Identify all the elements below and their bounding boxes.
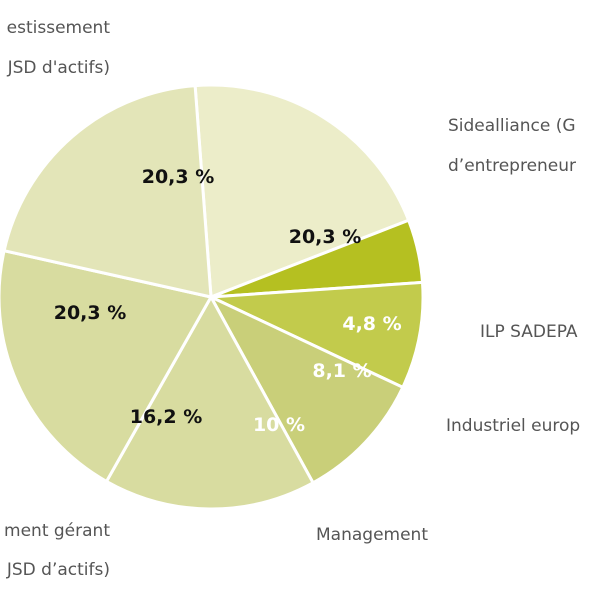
slice-label-7: 20,3 % xyxy=(142,166,215,188)
pie-slice-4 xyxy=(207,293,405,485)
pie-slice-1 xyxy=(193,83,411,300)
category-label-industriel-europeen: Industriel europ xyxy=(446,416,580,436)
slice-label-6: 20,3 % xyxy=(54,302,127,324)
pie-slice-6 xyxy=(0,248,214,484)
slice-label-2: 4,8 % xyxy=(342,313,401,335)
slice-label-4: 10 % xyxy=(253,414,305,436)
category-label-management: Management xyxy=(316,525,428,545)
category-label-ilp-sadepa: ILP SADEPA xyxy=(480,322,578,342)
category-label-sidealliance-line2: d’entrepreneur xyxy=(448,156,576,176)
category-label-investissement-line2: JSD d'actifs) xyxy=(7,58,110,78)
category-label-management-gerant-line2: JSD d’actifs) xyxy=(6,560,110,580)
category-label-investissement-line1: estissement xyxy=(7,18,111,38)
category-label-management-gerant-line1: ment gérant xyxy=(4,521,110,541)
pie-slice-3 xyxy=(205,280,425,390)
value-labels-layer: 20,3 % 4,8 % 8,1 % 10 % 16,2 % 20,3 % 20… xyxy=(54,166,402,436)
slice-label-3: 8,1 % xyxy=(312,360,371,382)
category-label-sidealliance-line1: Sidealliance (G xyxy=(448,116,576,136)
pie-slice-7 xyxy=(2,83,213,299)
slice-label-1: 20,3 % xyxy=(289,226,362,248)
slices-layer xyxy=(0,83,425,511)
pie-slice-5 xyxy=(104,293,316,511)
category-labels-layer: estissement JSD d'actifs) Sidealliance (… xyxy=(4,18,580,580)
slice-label-5: 16,2 % xyxy=(130,406,203,428)
